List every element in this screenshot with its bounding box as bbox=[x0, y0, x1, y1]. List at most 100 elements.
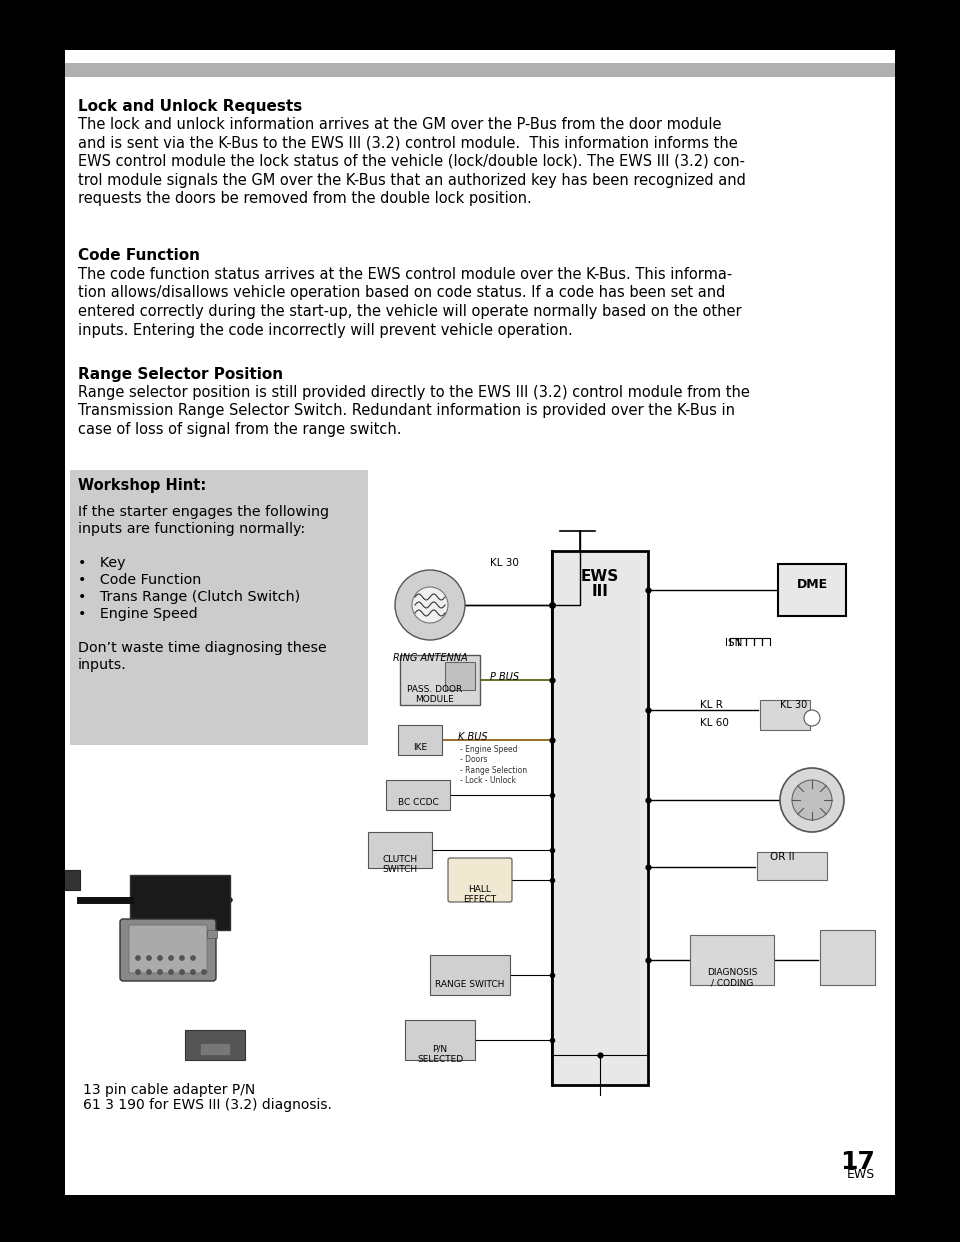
Bar bbox=[65, 63, 895, 77]
Bar bbox=[65, 50, 895, 62]
Bar bbox=[0, 1195, 960, 1242]
Circle shape bbox=[395, 570, 465, 640]
Text: RING ANTENNA: RING ANTENNA bbox=[393, 653, 468, 663]
FancyBboxPatch shape bbox=[129, 925, 207, 972]
Circle shape bbox=[169, 955, 174, 960]
Circle shape bbox=[157, 955, 162, 960]
Text: requests the doors be removed from the double lock position.: requests the doors be removed from the d… bbox=[78, 191, 532, 206]
Text: DME: DME bbox=[797, 579, 828, 591]
Text: EWS: EWS bbox=[581, 569, 619, 584]
Circle shape bbox=[412, 587, 448, 623]
Bar bbox=[760, 700, 810, 730]
Text: KL 30: KL 30 bbox=[490, 558, 518, 568]
Circle shape bbox=[202, 970, 206, 975]
Bar bbox=[405, 1020, 475, 1059]
Text: trol module signals the GM over the K-Bus that an authorized key has been recogn: trol module signals the GM over the K-Bu… bbox=[78, 173, 746, 188]
Circle shape bbox=[180, 955, 184, 960]
Bar bbox=[171, 930, 181, 938]
Bar bbox=[552, 551, 648, 1086]
Circle shape bbox=[792, 780, 832, 820]
Text: Range Selector Position: Range Selector Position bbox=[78, 366, 283, 383]
Bar bbox=[153, 930, 163, 938]
Text: - Engine Speed
- Doors
- Range Selection
- Lock - Unlock: - Engine Speed - Doors - Range Selection… bbox=[460, 745, 527, 785]
Text: EWS control module the lock status of the vehicle (lock/double lock). The EWS II: EWS control module the lock status of th… bbox=[78, 154, 745, 169]
Text: tion allows/disallows vehicle operation based on code status. If a code has been: tion allows/disallows vehicle operation … bbox=[78, 286, 726, 301]
Text: entered correctly during the start-up, the vehicle will operate normally based o: entered correctly during the start-up, t… bbox=[78, 304, 742, 319]
Text: carmanualsonline.info: carmanualsonline.info bbox=[676, 1230, 845, 1242]
Bar bbox=[0, 0, 960, 50]
Text: •   Code Function: • Code Function bbox=[78, 573, 202, 587]
Circle shape bbox=[804, 710, 820, 727]
Text: inputs. Entering the code incorrectly will prevent vehicle operation.: inputs. Entering the code incorrectly wi… bbox=[78, 323, 573, 338]
Bar bbox=[0, 0, 65, 1242]
Text: IKE: IKE bbox=[413, 743, 427, 751]
Text: HALL
EFFECT: HALL EFFECT bbox=[464, 886, 496, 904]
Text: 13 pin cable adapter P/N: 13 pin cable adapter P/N bbox=[83, 1083, 255, 1097]
Text: The lock and unlock information arrives at the GM over the P-Bus from the door m: The lock and unlock information arrives … bbox=[78, 117, 722, 132]
Circle shape bbox=[147, 955, 152, 960]
Text: KL 60: KL 60 bbox=[700, 718, 729, 728]
Bar bbox=[398, 725, 442, 755]
Bar bbox=[895, 0, 960, 1242]
Text: Lock and Unlock Requests: Lock and Unlock Requests bbox=[78, 99, 302, 114]
Bar bbox=[207, 930, 217, 938]
Text: •   Engine Speed: • Engine Speed bbox=[78, 607, 198, 621]
Text: PASS. DOOR
MODULE: PASS. DOOR MODULE bbox=[407, 686, 463, 704]
FancyBboxPatch shape bbox=[120, 919, 216, 981]
Text: KL 30: KL 30 bbox=[780, 700, 807, 710]
Circle shape bbox=[157, 970, 162, 975]
Circle shape bbox=[135, 970, 140, 975]
Bar bbox=[757, 852, 827, 881]
Text: Workshop Hint:: Workshop Hint: bbox=[78, 478, 206, 493]
Bar bbox=[400, 655, 480, 705]
Bar bbox=[368, 832, 432, 868]
Text: EWS: EWS bbox=[847, 1167, 875, 1181]
Bar bbox=[690, 935, 774, 985]
Text: 61 3 190 for EWS III (3.2) diagnosis.: 61 3 190 for EWS III (3.2) diagnosis. bbox=[83, 1098, 332, 1112]
Circle shape bbox=[169, 970, 174, 975]
Text: DIAGNOSIS
/ CODING: DIAGNOSIS / CODING bbox=[707, 968, 757, 987]
Text: BC CCDC: BC CCDC bbox=[397, 799, 439, 807]
Bar bbox=[55, 869, 80, 891]
Bar bbox=[430, 955, 510, 995]
Text: The code function status arrives at the EWS control module over the K-Bus. This : The code function status arrives at the … bbox=[78, 267, 732, 282]
Text: inputs are functioning normally:: inputs are functioning normally: bbox=[78, 522, 305, 537]
Bar bbox=[820, 930, 875, 985]
Text: 17: 17 bbox=[840, 1150, 875, 1174]
Circle shape bbox=[180, 970, 184, 975]
Text: •   Trans Range (Clutch Switch): • Trans Range (Clutch Switch) bbox=[78, 590, 300, 604]
Bar bbox=[65, 50, 895, 1195]
Text: CLUTCH
SWITCH: CLUTCH SWITCH bbox=[382, 854, 418, 874]
Circle shape bbox=[780, 768, 844, 832]
Text: case of loss of signal from the range switch.: case of loss of signal from the range sw… bbox=[78, 422, 401, 437]
Bar bbox=[445, 662, 475, 691]
Text: Transmission Range Selector Switch. Redundant information is provided over the K: Transmission Range Selector Switch. Redu… bbox=[78, 404, 735, 419]
Text: K BUS: K BUS bbox=[458, 732, 488, 741]
Text: Range selector position is still provided directly to the EWS III (3.2) control : Range selector position is still provide… bbox=[78, 385, 750, 400]
Bar bbox=[200, 1043, 230, 1054]
Text: Code Function: Code Function bbox=[78, 248, 200, 263]
Bar bbox=[189, 930, 199, 938]
Bar bbox=[386, 780, 450, 810]
Bar bbox=[778, 564, 846, 616]
Bar bbox=[70, 469, 368, 745]
Text: OR II: OR II bbox=[770, 852, 795, 862]
Text: If the starter engages the following: If the starter engages the following bbox=[78, 505, 329, 519]
Circle shape bbox=[190, 970, 196, 975]
Text: •   Key: • Key bbox=[78, 556, 126, 570]
Text: RANGE SWITCH: RANGE SWITCH bbox=[435, 980, 505, 989]
Bar bbox=[135, 930, 145, 938]
Text: inputs.: inputs. bbox=[78, 658, 127, 672]
Circle shape bbox=[190, 955, 196, 960]
Bar bbox=[130, 876, 230, 930]
Text: III: III bbox=[591, 584, 609, 599]
FancyBboxPatch shape bbox=[448, 858, 512, 902]
Text: Don’t waste time diagnosing these: Don’t waste time diagnosing these bbox=[78, 641, 326, 655]
Text: KL R: KL R bbox=[700, 700, 723, 710]
Text: and is sent via the K-Bus to the EWS III (3.2) control module.  This information: and is sent via the K-Bus to the EWS III… bbox=[78, 135, 737, 150]
Text: ISN: ISN bbox=[725, 638, 742, 648]
Text: P/N
SELECTED: P/N SELECTED bbox=[417, 1045, 463, 1064]
Circle shape bbox=[135, 955, 140, 960]
Circle shape bbox=[147, 970, 152, 975]
Text: P BUS: P BUS bbox=[490, 672, 519, 682]
